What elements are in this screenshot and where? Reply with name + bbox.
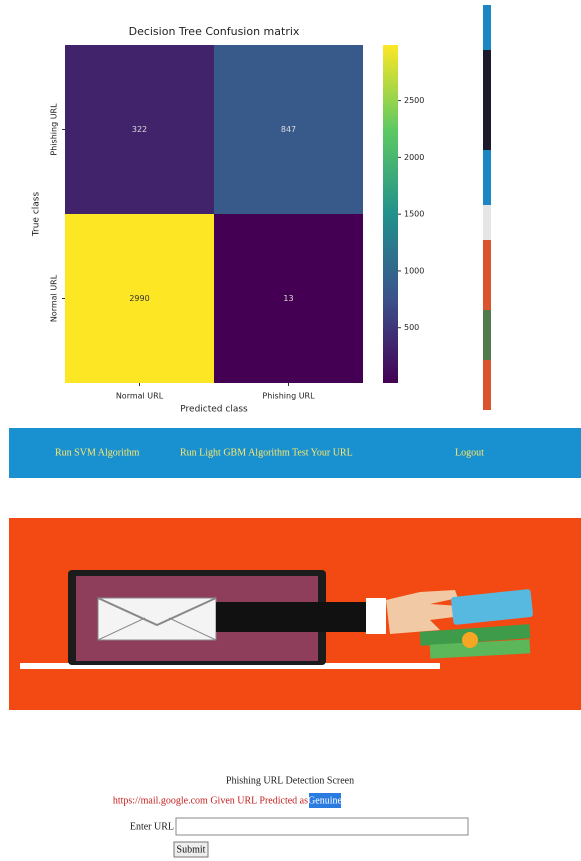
nav-link[interactable]: Logout <box>455 447 484 458</box>
cell-label: 2990 <box>129 294 149 303</box>
cell-label: 13 <box>283 294 293 303</box>
input-label: Enter URL <box>130 821 174 832</box>
chart-title: Decision Tree Confusion matrix <box>129 25 300 38</box>
x-tick-label: Normal URL <box>116 392 164 401</box>
cell-label: 322 <box>132 125 147 134</box>
heatmap-cell <box>214 45 363 214</box>
nav-link[interactable]: Run SVM Algorithm <box>55 447 140 458</box>
y-tick-label: Phishing URL <box>50 103 59 156</box>
colorbar-tick-label: 2000 <box>404 153 424 162</box>
url-input[interactable] <box>175 817 469 836</box>
cell-label: 847 <box>281 125 296 134</box>
submit-button[interactable] <box>173 841 209 858</box>
x-tick-label: Phishing URL <box>262 392 315 401</box>
y-axis-label: True class <box>32 192 42 238</box>
nav-bar <box>9 428 581 478</box>
nav-link[interactable]: Test Your URL <box>292 447 353 458</box>
nav: Run SVM Algorithm Run Light GBM Algorithm… <box>55 447 484 458</box>
heatmap-cell <box>65 214 214 383</box>
colorbar <box>383 45 398 383</box>
heatmap: 322 847 2990 13 Normal URL Phishing URL Phishi… <box>50 45 424 401</box>
result-label: Genuine <box>308 795 342 806</box>
result-text: https://mail.google.com Given URL Predic… <box>113 795 308 806</box>
result-highlight <box>309 793 341 808</box>
colorbar-tick-label: 1500 <box>404 210 424 219</box>
colorbar-tick-label: 1000 <box>404 266 424 275</box>
submit-label: Submit <box>177 844 206 855</box>
colorbar-tick-label: 2500 <box>404 96 424 105</box>
form-title: Phishing URL Detection Screen <box>226 775 354 786</box>
nav-link[interactable]: Run Light GBM Algorithm <box>180 447 290 458</box>
banner-illustration <box>20 570 533 669</box>
x-axis-label: Predicted class <box>180 405 248 415</box>
colorbar-tick-label: 500 <box>404 323 419 332</box>
y-tick-label: Normal URL <box>50 274 59 322</box>
side-strip <box>483 5 491 410</box>
heatmap-cell <box>214 214 363 383</box>
heatmap-cell <box>65 45 214 214</box>
